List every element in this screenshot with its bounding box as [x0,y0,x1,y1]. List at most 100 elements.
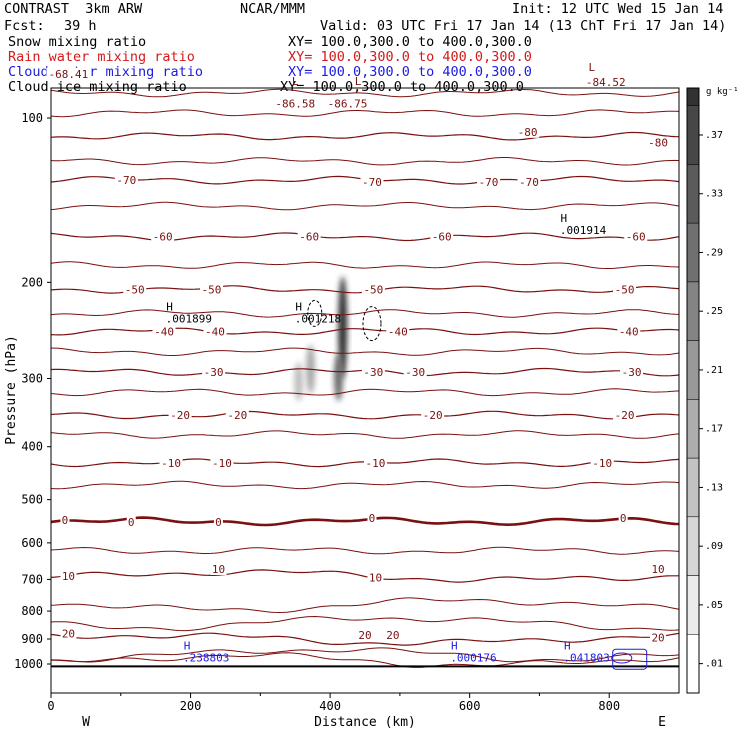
colorbar-tick-label: .13 [705,482,723,493]
contour-label-bg [361,366,385,379]
contour-label-bg [123,283,147,296]
contour-label: -70 [116,174,136,187]
contour-label: -10 [366,457,386,470]
y-tick-label: 400 [21,440,43,454]
colorbar-bin [686,222,700,283]
contour-label-bg [213,516,223,529]
contour-label: 10 [651,563,664,576]
contour-label: -80 [648,137,668,150]
plot-header: CONTRAST 3km ARW NCAR/MMM Init: 12 UTC W… [0,0,740,96]
fcst-value: 39 h [64,18,97,34]
extrema-markers: L LLH.001914H.001899H.001218H.238803H.000… [166,61,610,664]
extremum-marker: L [292,75,299,88]
contour-label: -30 [363,366,383,379]
y-tick-label: 100 [21,111,43,125]
contour-label: -86.58 [275,97,315,110]
contour-line [51,157,679,166]
contour-label: 20 [358,629,371,642]
field-xy-snow: XY= 100.0,300.0 to 400.0,300.0 [288,34,532,50]
x-tick-label: 0 [47,699,54,713]
contour-label-bg [650,563,667,576]
contour-label-bg [421,409,445,422]
y-tick-label: 600 [21,536,43,550]
contour-label-bg [646,136,670,149]
contour-label-bg [403,366,427,379]
isotherm-line [51,410,679,420]
extremum-value: .001899 [166,312,212,325]
extremum-value: .001914 [560,224,607,237]
colorbar-bin [686,516,700,576]
colorbar-bin [686,164,700,224]
y-tick-label: 500 [21,493,43,507]
colorbar-frame [686,87,700,694]
colorbar-tick-label: .17 [705,424,723,435]
center-name: NCAR/MMM [240,1,306,17]
contour-label-bg [202,366,226,379]
isotherm-line [51,632,679,646]
contour-label: -10 [592,457,612,470]
contour-label: -70 [519,176,539,189]
contour-label-bg [203,325,227,338]
contour-label-bg [590,456,614,469]
y-tick-label: 1000 [14,657,43,671]
contour-label-bg [613,283,637,296]
snow-contour-ring [307,299,323,327]
contour-label: -86.75 [328,97,368,110]
contour-label: 0 [620,512,627,525]
colorbar-bin [686,457,700,518]
contour-label-bg [297,230,321,243]
contour-label-bg [618,511,628,524]
contour-label-bg [517,176,541,189]
contour-label: -30 [622,366,642,379]
field-name-cloud-ice: Cloud ice mixing ratio [8,79,187,95]
contour-label: -60 [626,231,646,244]
contour-label-bg [152,325,176,338]
contour-line [51,261,679,269]
contour-label: -70 [362,176,382,189]
contour-line [51,430,679,439]
contour-label: 20 [386,629,399,642]
contour-label-bg [363,456,387,469]
extremum-value: .001218 [295,312,341,325]
contour-label: 10 [369,572,382,585]
contour-label-bg [159,456,183,469]
contour-label: -30 [405,366,425,379]
contour-label-bg [60,514,70,527]
contour-label: -84.52 [586,76,626,89]
contour-label-bg [624,230,648,243]
extremum-value: .041803 [563,651,609,664]
contour-label: -20 [227,409,247,422]
x-tick-label: 800 [598,699,620,713]
contour-line [51,388,679,397]
plot-frame [50,87,680,694]
extremum-marker: L [588,61,595,74]
colorbar: .01 .05 .09 .13 .17 .21 .25 .29 .33 .37 [686,87,723,694]
contour-label-bg [617,325,641,338]
contour-label-bg [199,283,223,296]
colorbar-bin [686,87,700,106]
contour-label-bg [360,176,384,189]
contour-line [51,88,679,98]
extremum-marker: H [184,639,191,652]
contour-line [51,546,679,555]
x-tick-label: 600 [459,699,481,713]
isotherm-line [51,569,679,583]
snow-shading-patch [333,353,343,402]
contour-label-bg [477,176,501,189]
colorbar-bin [686,340,700,400]
y-tick-label: 200 [21,275,43,289]
contour-label: 0 [369,512,376,525]
isotherm-line [51,516,679,527]
contour-label-bg [168,409,192,422]
contour-label: -40 [205,325,225,338]
y-tick-label: 900 [21,632,43,646]
contour-label-bg [620,366,644,379]
contour-label: -68.41 [49,68,89,81]
contour-label: -50 [615,283,635,296]
contour-label: 20 [62,628,75,641]
y-tick-label: 700 [21,572,43,586]
contour-label: -10 [212,457,232,470]
extremum-marker: H [166,300,173,313]
